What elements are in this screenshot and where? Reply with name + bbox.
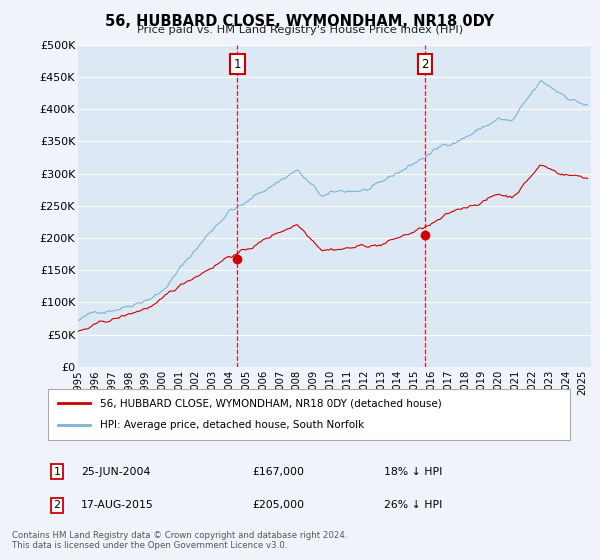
Text: 1: 1: [53, 466, 61, 477]
Text: 2: 2: [421, 58, 429, 71]
Text: 56, HUBBARD CLOSE, WYMONDHAM, NR18 0DY: 56, HUBBARD CLOSE, WYMONDHAM, NR18 0DY: [106, 14, 494, 29]
Text: 26% ↓ HPI: 26% ↓ HPI: [384, 500, 442, 510]
Text: £205,000: £205,000: [252, 500, 304, 510]
Text: 56, HUBBARD CLOSE, WYMONDHAM, NR18 0DY (detached house): 56, HUBBARD CLOSE, WYMONDHAM, NR18 0DY (…: [100, 398, 442, 408]
Text: 25-JUN-2004: 25-JUN-2004: [81, 466, 151, 477]
Text: Contains HM Land Registry data © Crown copyright and database right 2024.
This d: Contains HM Land Registry data © Crown c…: [12, 530, 347, 550]
Text: 1: 1: [234, 58, 241, 71]
Text: 18% ↓ HPI: 18% ↓ HPI: [384, 466, 442, 477]
Text: 17-AUG-2015: 17-AUG-2015: [81, 500, 154, 510]
Text: £167,000: £167,000: [252, 466, 304, 477]
Text: 2: 2: [53, 500, 61, 510]
Text: HPI: Average price, detached house, South Norfolk: HPI: Average price, detached house, Sout…: [100, 421, 364, 431]
Text: Price paid vs. HM Land Registry's House Price Index (HPI): Price paid vs. HM Land Registry's House …: [137, 25, 463, 35]
